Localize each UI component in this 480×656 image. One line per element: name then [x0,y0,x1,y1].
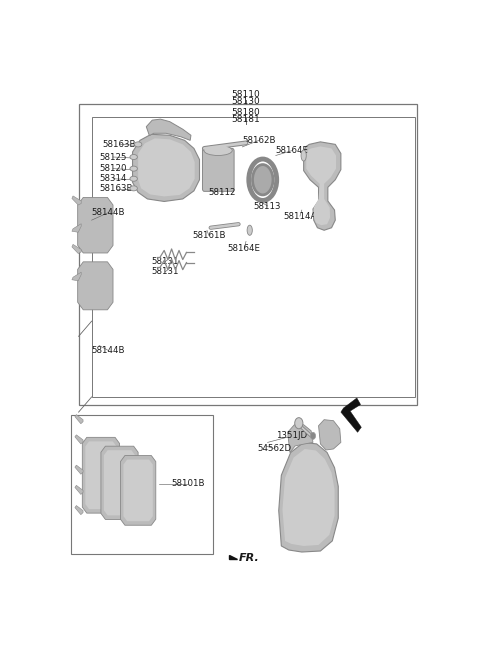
Polygon shape [146,119,191,140]
Text: 58125: 58125 [99,152,127,161]
Text: 58164E: 58164E [276,146,309,155]
Polygon shape [75,506,83,515]
Text: 58163B: 58163B [99,184,132,194]
Bar [71,415,213,554]
Text: 58163B: 58163B [103,140,136,149]
Text: 58164E: 58164E [228,245,260,253]
Text: 58101B: 58101B [172,480,205,488]
Polygon shape [306,146,336,225]
Polygon shape [85,441,117,509]
FancyBboxPatch shape [203,148,234,192]
Polygon shape [72,272,81,281]
Text: 58131: 58131 [151,257,179,266]
Polygon shape [120,455,156,525]
Text: 58113: 58113 [253,201,281,211]
Text: 58144B: 58144B [92,208,125,217]
Text: 58130: 58130 [232,97,260,106]
Polygon shape [282,449,335,546]
Polygon shape [75,415,83,424]
Text: FR.: FR. [239,552,259,563]
Ellipse shape [301,150,306,161]
Text: 58110: 58110 [232,90,260,99]
Polygon shape [288,424,313,453]
Bar [92,117,415,397]
Polygon shape [138,138,195,196]
Text: 54562D: 54562D [257,444,291,453]
Polygon shape [101,446,138,520]
Text: 58180: 58180 [232,108,260,117]
Polygon shape [319,420,341,450]
Bar [79,104,417,405]
Polygon shape [83,438,120,513]
Polygon shape [75,465,83,474]
Ellipse shape [130,154,137,159]
Polygon shape [341,398,361,432]
Polygon shape [123,460,153,522]
Text: 58161B: 58161B [192,231,226,240]
Ellipse shape [295,418,303,429]
Ellipse shape [311,432,315,440]
Ellipse shape [130,176,137,181]
Text: 58181: 58181 [232,115,260,124]
Polygon shape [72,224,81,232]
Ellipse shape [252,165,273,195]
Ellipse shape [134,142,142,147]
Polygon shape [104,450,135,516]
Text: 1351JD: 1351JD [276,432,307,440]
Ellipse shape [247,225,252,236]
Polygon shape [75,485,83,495]
Polygon shape [229,554,237,559]
Ellipse shape [130,166,137,171]
Polygon shape [78,262,113,310]
Text: 58114A: 58114A [283,212,317,220]
Text: 58131: 58131 [151,267,179,276]
Text: 58120: 58120 [99,164,127,173]
Polygon shape [75,435,83,444]
Polygon shape [72,196,81,205]
Text: 58162B: 58162B [242,136,276,145]
Polygon shape [304,142,341,230]
Ellipse shape [130,186,137,191]
Polygon shape [72,245,81,253]
Ellipse shape [204,146,232,155]
Text: 58112: 58112 [209,188,236,197]
Text: 58144B: 58144B [92,346,125,355]
Polygon shape [78,197,113,253]
Polygon shape [279,442,338,552]
Polygon shape [132,134,200,201]
Text: 58314: 58314 [99,174,127,183]
